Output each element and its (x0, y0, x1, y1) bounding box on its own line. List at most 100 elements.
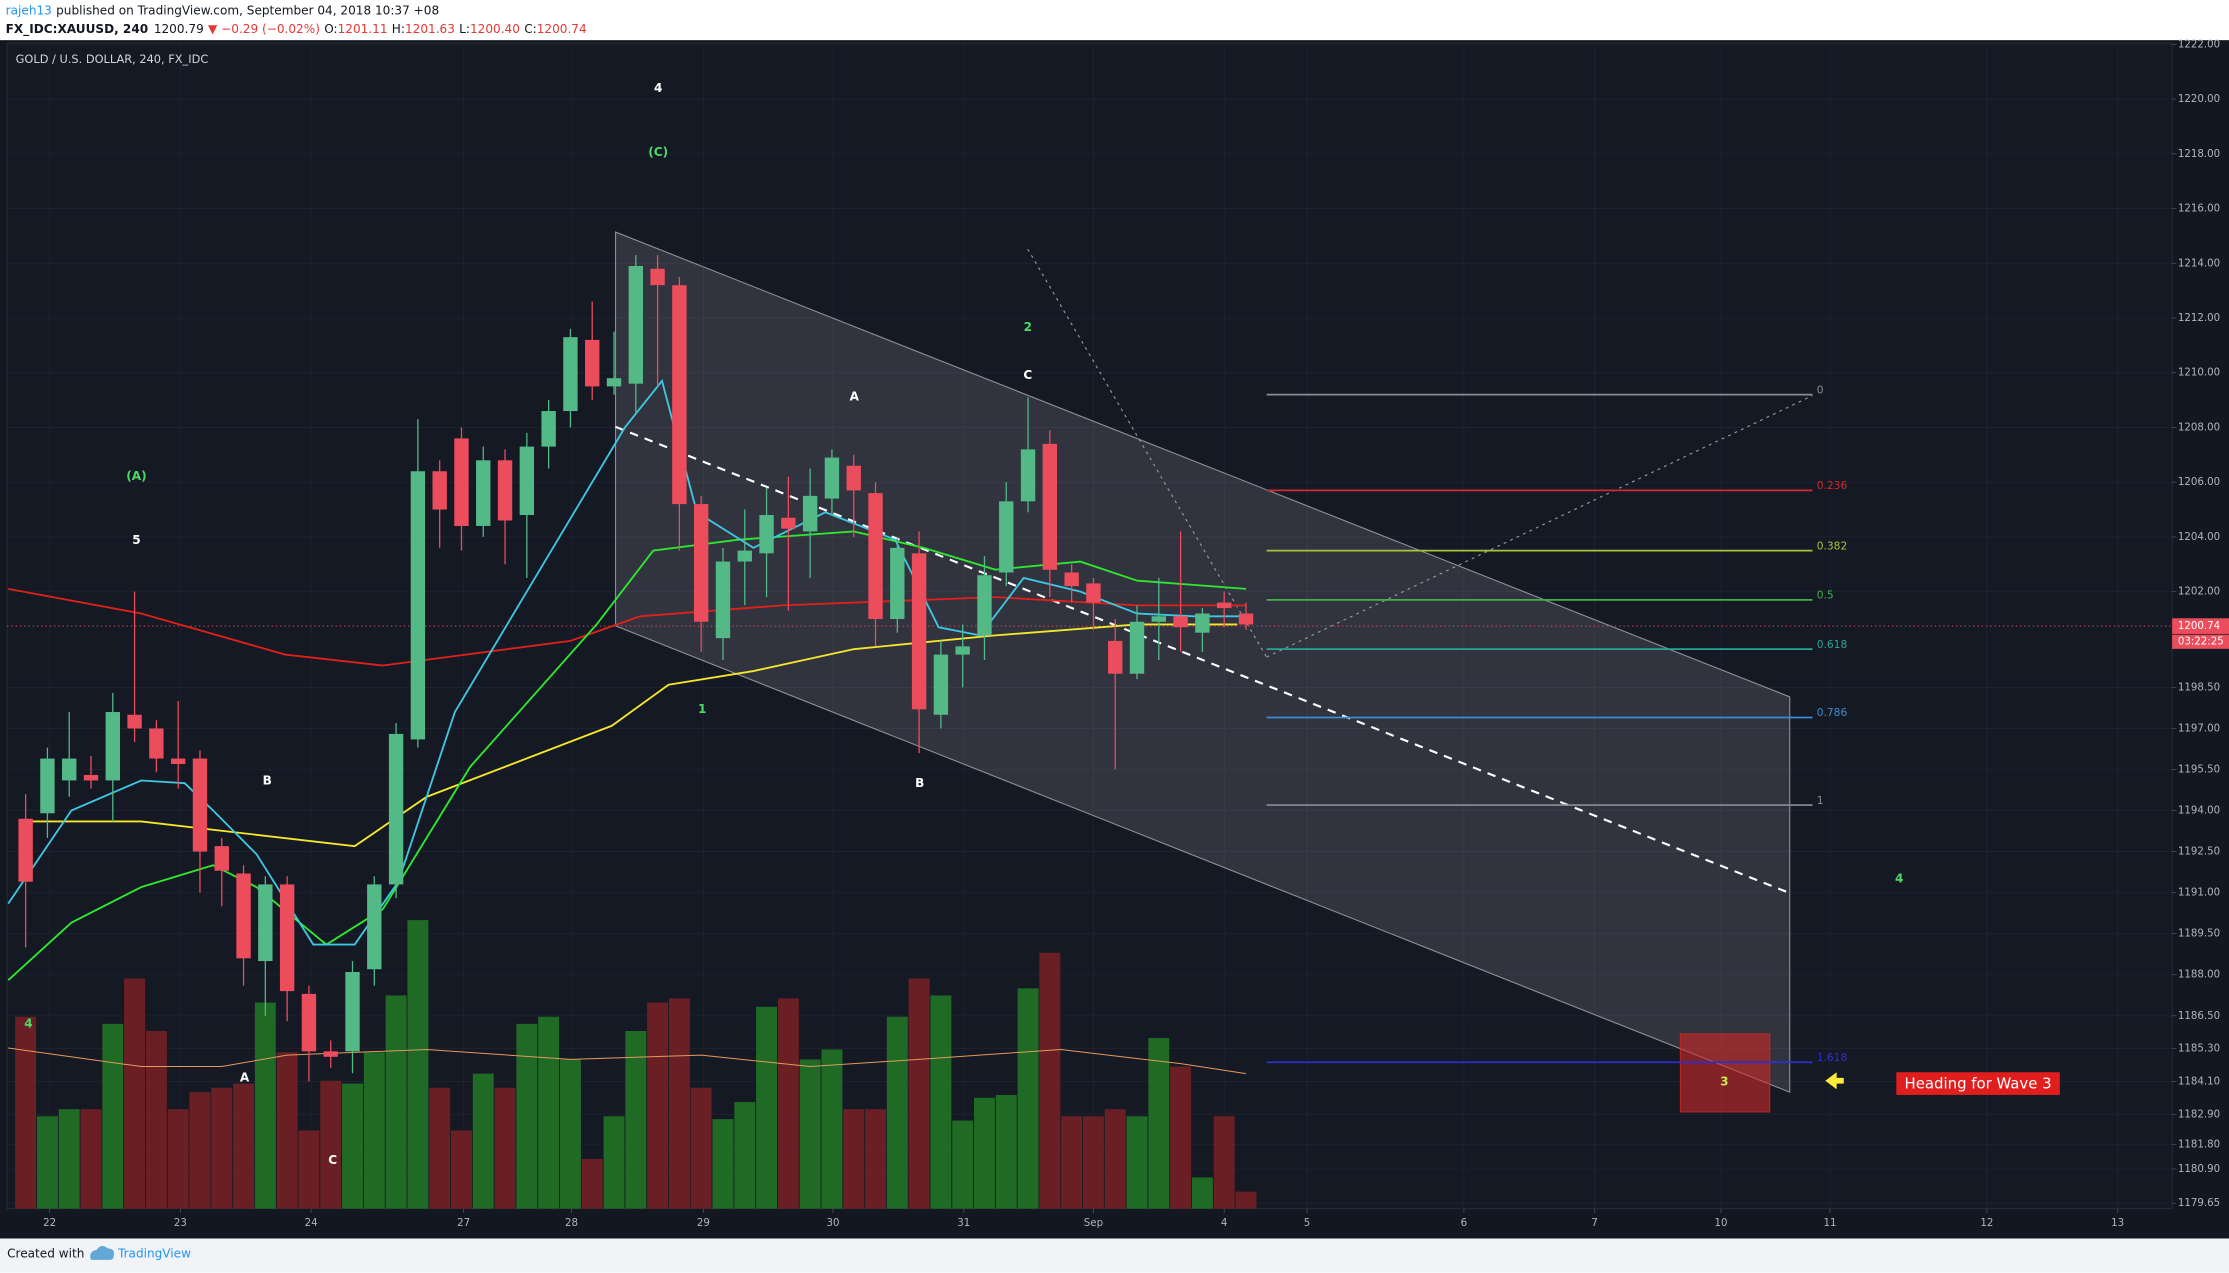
y-tick-label: 1202.00 (2178, 587, 2220, 598)
h-value: 1201.63 (405, 21, 455, 35)
channel (614, 231, 1791, 1093)
y-tick-label: 1216.00 (2178, 204, 2220, 215)
moving-average (8, 587, 1246, 667)
candle-body (301, 993, 317, 1052)
candle-body (911, 553, 927, 710)
annotations: 4 (C) 2 C A (A) 5 1 B B A 4 C 4 3 (24, 81, 1903, 1167)
symbol: FX_IDC:XAUUSD, 240 (6, 21, 148, 36)
volume-bar (80, 1109, 102, 1209)
y-tick-label: 1185.30 (2178, 1044, 2220, 1055)
countdown: 03:22:25 (2178, 637, 2224, 648)
wave-label: 5 (132, 533, 140, 547)
volume-bar (102, 1023, 124, 1209)
candle-body (1195, 613, 1210, 633)
footer-created: Created with (7, 1247, 84, 1261)
volume-bar (1213, 1116, 1235, 1209)
price: 1200.79 (154, 21, 204, 35)
candle-body (323, 1051, 338, 1057)
candle-body (410, 471, 426, 740)
y-tick-label: 1222.00 (2178, 39, 2220, 50)
fib-label: 1.618 (1817, 1051, 1848, 1064)
y-tick-label: 1208.00 (2178, 422, 2220, 433)
candle-body (868, 493, 883, 619)
candle-body (1151, 616, 1167, 622)
candle-body (846, 465, 861, 491)
callout-box (1896, 1072, 2060, 1095)
x-tick-label: 22 (43, 1218, 56, 1229)
volume-bar (1148, 1038, 1170, 1209)
y-tick-label: 1220.00 (2178, 94, 2220, 105)
logo (90, 1245, 114, 1260)
x-tick-label: 12 (1980, 1218, 1993, 1229)
wave-label: B (263, 773, 272, 787)
fib-label: 0.236 (1817, 479, 1848, 492)
volume-bar (908, 978, 930, 1209)
volume-bar (145, 1030, 167, 1209)
candle-body (999, 501, 1014, 573)
candle-body (585, 339, 600, 387)
x-tick-label: Sep (1084, 1218, 1103, 1229)
y-tick-label: 1184.10 (2178, 1076, 2220, 1087)
fib-label: 0 (1817, 383, 1824, 396)
volume-bar (516, 1023, 538, 1209)
volume-average (8, 1047, 1247, 1075)
candle-body (628, 266, 643, 384)
volume-bar (320, 1080, 342, 1209)
wave-label: (A) (126, 469, 146, 483)
wave-label: (C) (648, 145, 668, 159)
volume-bar (276, 1052, 298, 1209)
candle-body (781, 517, 796, 529)
candle-body (214, 846, 229, 871)
volume-bar (995, 1094, 1017, 1209)
volume-bar (777, 998, 799, 1209)
candle-body (1086, 583, 1101, 603)
footer-brand[interactable]: TradingView (117, 1247, 191, 1261)
x-tick-label: 10 (1715, 1218, 1728, 1229)
wave-label: 1 (698, 702, 706, 716)
volume-bar (756, 1006, 778, 1209)
y-tick-label: 1214.00 (2178, 258, 2220, 269)
moving-average (27, 623, 1238, 848)
wave-label: A (850, 389, 860, 403)
wave-label: B (915, 776, 924, 790)
volume-bar (865, 1109, 886, 1209)
chart-title: GOLD / U.S. DOLLAR, 240, FX_IDC (16, 52, 209, 66)
wave-label: 2 (1024, 320, 1032, 334)
volume-bar (581, 1158, 603, 1209)
x-tick-label: 27 (457, 1218, 470, 1229)
y-tick-label: 1206.00 (2178, 477, 2220, 488)
volume-bar (559, 1059, 581, 1209)
last-price-box (2172, 618, 2229, 634)
candle-body (454, 438, 469, 526)
candle-body (170, 758, 186, 765)
volume-bar (494, 1087, 516, 1209)
x-tick-label: 4 (1221, 1218, 1228, 1229)
volume-bar (930, 995, 952, 1209)
y-tick-label: 1182.90 (2178, 1109, 2220, 1120)
volume-bar (625, 1030, 647, 1209)
candle-body (824, 457, 840, 499)
x-tick-label: 28 (565, 1218, 578, 1229)
o-key: O: (324, 21, 337, 35)
y-tick-label: 1181.80 (2178, 1139, 2220, 1150)
target-box (1679, 1033, 1771, 1113)
volume-bar (886, 1016, 908, 1209)
last-price-label: 1200.74 (2178, 621, 2220, 632)
candle-body (149, 728, 164, 759)
candle-body (759, 515, 774, 554)
candle-body (715, 561, 731, 639)
candle-body (1173, 616, 1188, 628)
volume-bar (429, 1087, 451, 1209)
axes: 1222.00 1220.00 1218.00 1216.00 1214.00 1212.… (43, 39, 2229, 1229)
volume-bar (1082, 1116, 1104, 1209)
volume-bar (974, 1097, 995, 1209)
volume-bar (254, 1002, 276, 1209)
candle-body (890, 547, 905, 619)
volume-bar (1191, 1177, 1213, 1209)
volume-bar (712, 1119, 734, 1209)
user[interactable]: rajeh13 (6, 3, 52, 17)
y-tick-label: 1186.50 (2178, 1011, 2220, 1022)
volume-bar (472, 1073, 494, 1209)
